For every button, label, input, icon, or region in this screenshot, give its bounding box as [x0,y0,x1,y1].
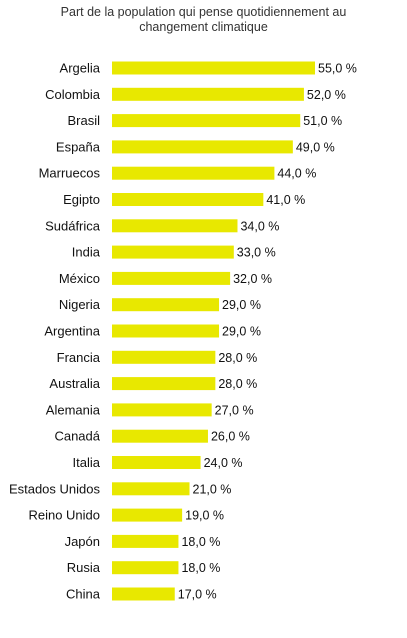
value-label: 51,0 % [303,114,342,128]
value-label: 27,0 % [215,403,254,417]
category-label: Alemania [46,402,101,417]
category-label: Francia [57,350,101,365]
value-label: 33,0 % [237,246,276,260]
bar [112,87,304,101]
value-label: 55,0 % [318,62,357,76]
value-label: 41,0 % [266,193,305,207]
bar [112,324,220,338]
category-label: Marruecos [39,166,101,181]
bar [112,114,301,128]
category-label: Japón [65,534,100,549]
bar [112,350,216,364]
bar [112,508,183,522]
category-label: España [56,139,101,154]
category-label: Argelia [60,61,101,76]
bar [112,298,220,312]
value-label: 19,0 % [185,509,224,523]
bar [112,166,275,180]
bar [112,429,208,443]
bar [112,140,293,154]
value-label: 29,0 % [222,298,261,312]
bar [112,245,234,259]
category-label: Egipto [63,192,100,207]
chart-title-line-2: changement climatique [139,20,268,34]
chart-title-line-1: Part de la population qui pense quotidie… [61,5,347,19]
bar [112,534,179,548]
category-label: Colombia [45,87,101,102]
category-label: India [72,245,101,260]
value-label: 34,0 % [240,219,279,233]
category-label: China [66,587,101,602]
category-label: Argentina [44,324,100,339]
category-label: Nigeria [59,297,101,312]
bar [112,403,212,417]
bar [112,271,231,285]
bar [112,587,175,601]
value-label: 18,0 % [181,535,220,549]
category-label: Reino Unido [28,508,100,523]
bars-group: Argelia 55,0 % Colombia 52,0 % Brasil 51,0 % E… [9,61,357,602]
value-label: 32,0 % [233,272,272,286]
value-label: 26,0 % [211,430,250,444]
category-label: Brasil [67,113,100,128]
category-label: México [59,271,100,286]
bar [112,561,179,575]
value-label: 18,0 % [181,561,220,575]
value-label: 49,0 % [296,140,335,154]
bar [112,61,315,75]
bar [112,377,216,391]
value-label: 52,0 % [307,88,346,102]
bar [112,219,238,233]
category-label: Rusia [67,560,101,575]
category-label: Estados Unidos [9,481,101,496]
category-label: Australia [49,376,100,391]
value-label: 44,0 % [277,167,316,181]
value-label: 17,0 % [178,588,217,602]
value-label: 24,0 % [204,456,243,470]
bar [112,482,190,496]
value-label: 28,0 % [218,351,257,365]
value-label: 29,0 % [222,325,261,339]
value-label: 21,0 % [193,482,232,496]
category-label: Italia [73,455,101,470]
value-label: 28,0 % [218,377,257,391]
category-label: Canadá [54,429,100,444]
bar [112,193,264,206]
bar [112,456,201,469]
category-label: Sudáfrica [45,218,101,233]
